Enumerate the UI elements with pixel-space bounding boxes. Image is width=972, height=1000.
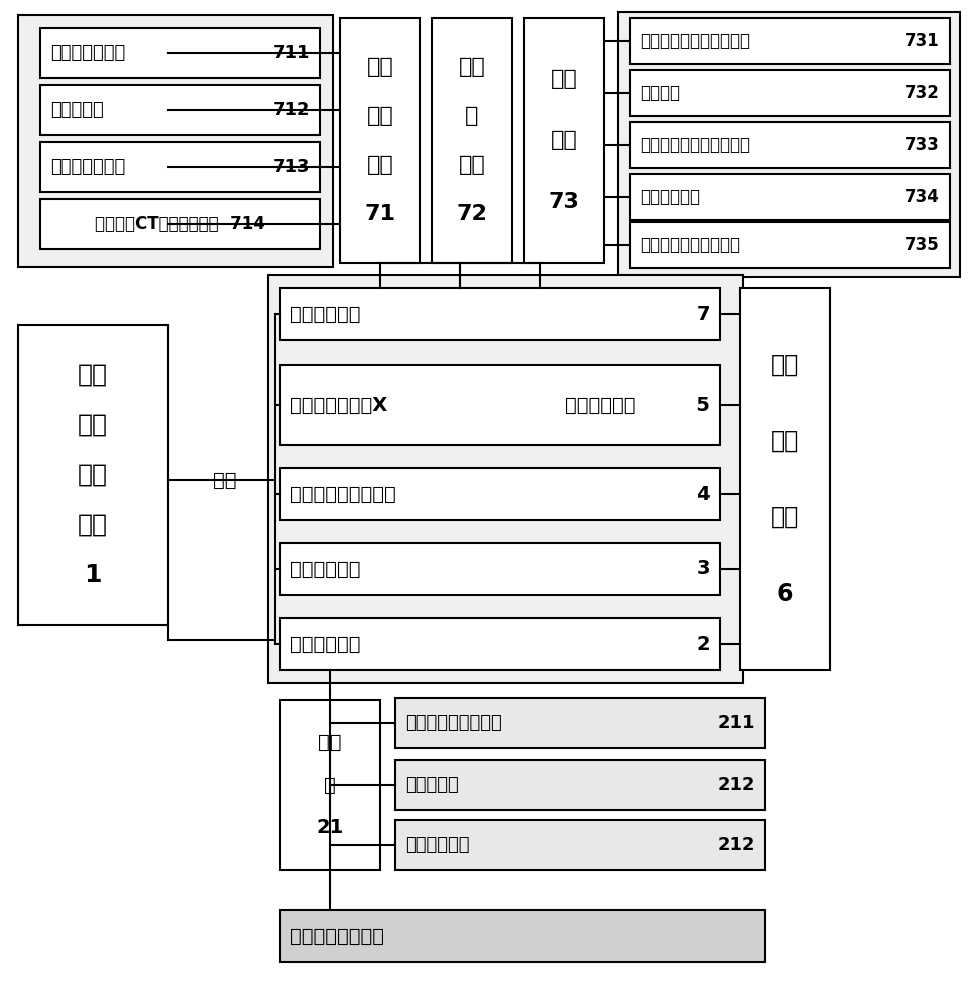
Text: 放射: 放射 [318, 733, 342, 752]
Text: 212: 212 [717, 776, 755, 794]
Text: 医用电子加速器系统: 医用电子加速器系统 [405, 714, 502, 732]
Text: 四维六轴协同治疗床: 四维六轴协同治疗床 [290, 485, 396, 504]
Text: 保障: 保障 [550, 69, 577, 89]
Bar [280, 543, 720, 595]
Text: 3: 3 [697, 560, 710, 578]
Bar [40, 142, 320, 192]
Text: 1: 1 [85, 563, 102, 587]
Bar [280, 700, 380, 870]
Text: 713: 713 [272, 158, 310, 176]
Bar [268, 275, 743, 683]
Bar [40, 28, 320, 78]
Text: 71: 71 [364, 204, 396, 224]
Bar [630, 122, 950, 168]
Text: 准直适形系统: 准直适形系统 [405, 836, 469, 854]
Text: 放疗医师工作站: 放疗医师工作站 [50, 44, 125, 62]
Bar [395, 760, 765, 810]
Text: 72: 72 [457, 204, 487, 224]
Text: 网络: 网络 [213, 471, 237, 489]
Text: 735: 735 [905, 236, 940, 254]
Text: 放疗投照系统: 放疗投照系统 [290, 635, 361, 654]
Text: 坐标与位置交互导航系统: 坐标与位置交互导航系统 [640, 136, 750, 154]
Text: 机: 机 [466, 106, 478, 126]
Text: 技师操作面台板: 技师操作面台板 [50, 158, 125, 176]
Text: 734: 734 [905, 188, 940, 206]
Text: 源: 源 [324, 776, 336, 794]
Bar [280, 288, 720, 340]
Text: 7: 7 [697, 304, 710, 324]
Text: 21: 21 [316, 818, 344, 837]
Text: 2: 2 [696, 635, 710, 654]
Text: 集成: 集成 [771, 352, 799, 376]
Text: 711: 711 [272, 44, 310, 62]
Text: 732: 732 [905, 84, 940, 102]
Bar [630, 70, 950, 116]
Text: 剂量测控系统: 剂量测控系统 [640, 188, 700, 206]
Text: 放疗计划CT模拟验证系统  714: 放疗计划CT模拟验证系统 714 [95, 215, 265, 233]
Text: 712: 712 [272, 101, 310, 119]
Bar [18, 325, 168, 625]
Text: 六轴机器人投照臂: 六轴机器人投照臂 [290, 926, 384, 946]
Bar [40, 199, 320, 249]
Bar [395, 820, 765, 870]
Bar [618, 12, 960, 277]
Text: 系统: 系统 [550, 130, 577, 150]
Text: 射线透视系统         5: 射线透视系统 5 [565, 395, 710, 414]
Text: 时间系统: 时间系统 [640, 84, 680, 102]
Bar [18, 15, 333, 267]
Text: 计算: 计算 [459, 57, 485, 77]
Text: 放射: 放射 [78, 363, 108, 387]
Bar [630, 222, 950, 268]
Text: 辅助治疗系统: 辅助治疗系统 [290, 304, 361, 324]
Text: 系统: 系统 [459, 155, 485, 175]
Text: 系统: 系统 [366, 155, 394, 175]
Bar [280, 618, 720, 670]
Bar [740, 288, 830, 670]
Bar [432, 18, 512, 263]
Text: 计划: 计划 [78, 463, 108, 487]
Text: 三维四轴双数字X: 三维四轴双数字X [290, 395, 387, 414]
Text: 211: 211 [717, 714, 755, 732]
Text: 73: 73 [548, 192, 579, 212]
Text: 集成转换器: 集成转换器 [405, 776, 459, 794]
Bar [280, 910, 765, 962]
Text: 数字跟踪系统: 数字跟踪系统 [290, 560, 361, 578]
Text: 4: 4 [696, 485, 710, 504]
Bar [280, 365, 720, 445]
Text: 6: 6 [777, 582, 793, 606]
Bar [185, 455, 265, 505]
Bar [40, 85, 320, 135]
Text: 交互: 交互 [366, 106, 394, 126]
Text: 系统: 系统 [78, 513, 108, 537]
Text: 影像工作站: 影像工作站 [50, 101, 104, 119]
Bar [630, 18, 950, 64]
Text: 212: 212 [717, 836, 755, 854]
Text: 731: 731 [905, 32, 940, 50]
Bar [630, 174, 950, 220]
Bar [395, 698, 765, 748]
Bar [524, 18, 604, 263]
Text: 安全连锁安全监视系统: 安全连锁安全监视系统 [640, 236, 740, 254]
Bar [280, 468, 720, 520]
Text: 人机: 人机 [366, 57, 394, 77]
Text: 733: 733 [905, 136, 940, 154]
Text: 治疗: 治疗 [78, 413, 108, 437]
Text: 控制: 控制 [771, 429, 799, 453]
Bar [340, 18, 420, 263]
Text: 电源及高压发生调控系统: 电源及高压发生调控系统 [640, 32, 750, 50]
Text: 系统: 系统 [771, 505, 799, 529]
